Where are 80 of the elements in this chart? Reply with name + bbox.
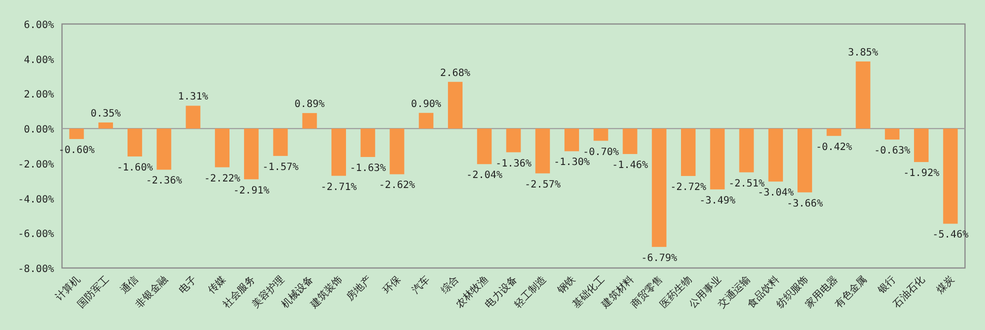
bar: [156, 128, 172, 170]
data-label: -1.63%: [350, 162, 386, 174]
bar: [506, 128, 521, 152]
bar: [710, 128, 725, 190]
x-tick-label: 煤炭: [934, 274, 957, 296]
data-label: -2.62%: [378, 180, 416, 192]
data-label: -2.72%: [670, 182, 706, 193]
data-label: -0.63%: [874, 146, 910, 157]
y-tick-label: 6.00%: [24, 20, 54, 31]
x-tick-label: 综合: [438, 274, 462, 296]
y-tick-label: 4.00%: [24, 54, 54, 66]
data-label: -2.22%: [204, 173, 240, 184]
bar: [186, 106, 200, 129]
data-label: -0.42%: [816, 142, 852, 153]
bar: [768, 128, 783, 182]
bar: [448, 82, 463, 129]
x-tick-label: 银行: [876, 274, 898, 297]
data-label: 1.31%: [178, 92, 208, 103]
bar: [331, 128, 346, 176]
data-label: -1.30%: [554, 157, 590, 168]
bar: [884, 128, 900, 140]
bar: [622, 128, 638, 154]
bar: [594, 128, 608, 141]
bar: [302, 113, 317, 129]
data-label: -2.71%: [320, 182, 357, 193]
data-label: 0.35%: [90, 108, 121, 120]
bar: [244, 128, 259, 180]
data-label: -1.57%: [262, 162, 299, 173]
bar: [856, 61, 870, 129]
bar: [128, 128, 142, 156]
bar: [477, 128, 492, 164]
bar: [273, 128, 288, 156]
y-tick-label: -4.00%: [18, 194, 54, 206]
x-tick-label: 电子: [176, 274, 200, 296]
data-label: -2.36%: [146, 176, 182, 187]
data-label: -3.04%: [758, 188, 794, 199]
data-label: -3.49%: [699, 195, 736, 206]
bar: [652, 128, 666, 247]
bar: [418, 112, 434, 129]
bar: [943, 128, 958, 224]
data-label: -0.60%: [58, 145, 95, 156]
bar: [360, 128, 376, 157]
data-label: -6.79%: [641, 252, 678, 264]
data-label: -2.91%: [233, 185, 270, 196]
y-tick-label: 2.00%: [24, 90, 54, 101]
x-tick-label: 环保: [381, 274, 404, 296]
data-label: 0.89%: [294, 99, 325, 110]
bar: [535, 128, 550, 174]
bar: [214, 128, 230, 168]
x-tick-label: 汽车: [410, 274, 432, 296]
bar: [826, 128, 842, 136]
data-label: 2.68%: [440, 68, 470, 79]
bar: [98, 122, 113, 129]
y-tick-label: 0.00%: [24, 124, 54, 136]
bar: [69, 128, 84, 140]
data-label: -2.04%: [466, 170, 502, 182]
data-label: -2.51%: [728, 178, 765, 190]
data-label: -1.36%: [495, 158, 532, 170]
bar: [798, 128, 812, 192]
data-label: -5.46%: [932, 230, 968, 241]
data-label: -1.46%: [612, 160, 648, 172]
data-label: -1.92%: [903, 168, 940, 180]
data-label: 3.85%: [848, 47, 878, 58]
y-tick-label: -8.00%: [18, 264, 54, 275]
x-tick-label: 房地产: [344, 274, 374, 304]
data-label: -1.60%: [116, 162, 153, 174]
x-tick-label: 通信: [118, 274, 141, 296]
bar: [739, 128, 754, 172]
data-label: -0.70%: [582, 146, 619, 158]
bar: [564, 128, 580, 152]
x-tick-label: 传媒: [206, 274, 228, 296]
y-tick-label: -2.00%: [18, 159, 54, 170]
bar: [390, 128, 404, 174]
data-label: -3.66%: [786, 198, 823, 210]
data-label: 0.90%: [411, 98, 442, 110]
bar: [914, 128, 929, 162]
bar: [680, 128, 696, 176]
x-tick-label: 钢铁: [554, 274, 578, 297]
y-tick-label: -6.00%: [18, 229, 54, 240]
data-label: -2.57%: [524, 179, 561, 190]
